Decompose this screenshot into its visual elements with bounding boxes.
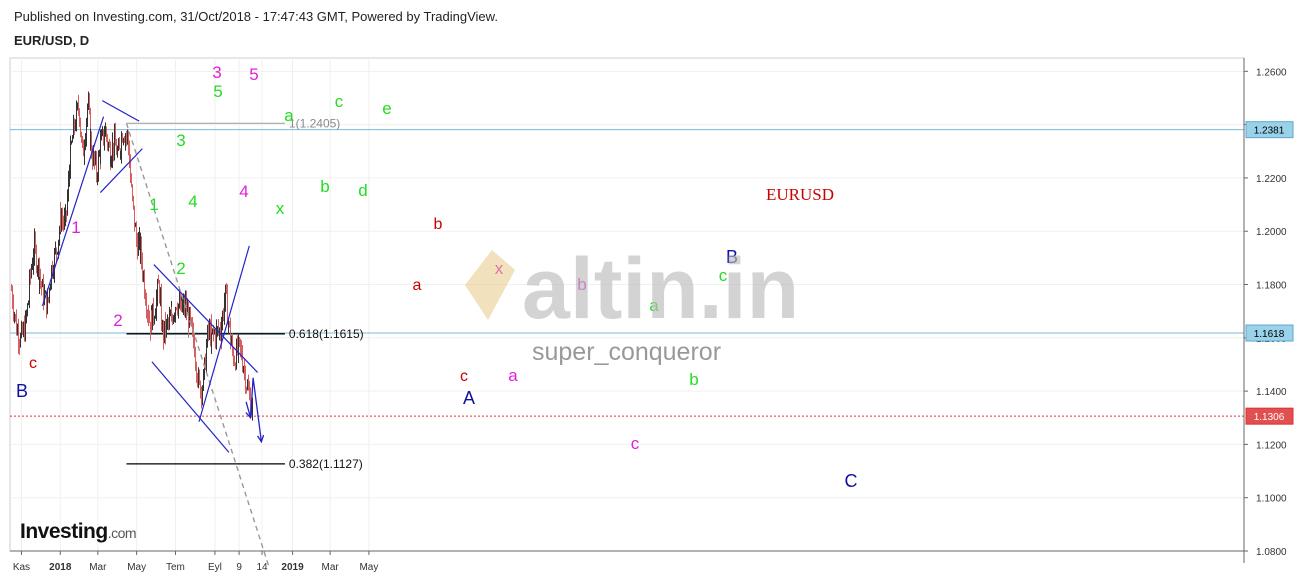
- trend-line: [41, 116, 105, 307]
- wave-label: c: [335, 92, 344, 111]
- drawings: [41, 100, 270, 568]
- x-tick-label: Eyl: [208, 562, 222, 573]
- logo-brand: Investing: [20, 520, 108, 543]
- x-tick-label: Mar: [321, 562, 339, 573]
- trend-line: [153, 264, 258, 373]
- price-badge-label: 1.1618: [1254, 329, 1285, 340]
- symbol-title: EUR/USD, D: [14, 33, 90, 48]
- price-badge: [1245, 324, 1294, 342]
- x-tick-label: Tem: [166, 562, 185, 573]
- price-badge: [1245, 407, 1294, 425]
- wave-label: d: [358, 181, 367, 200]
- wave-label: x: [276, 199, 285, 218]
- wave-label: 1: [149, 195, 158, 214]
- wave-label: b: [434, 216, 443, 233]
- wave-label: c: [29, 355, 37, 372]
- wave-label: 4: [239, 182, 248, 201]
- wave-label: b: [689, 370, 698, 389]
- x-tick-label: 14: [256, 562, 268, 573]
- chart-title: EURUSD: [766, 185, 834, 204]
- x-tick-label: 2018: [49, 562, 72, 573]
- wave-label: b: [320, 177, 329, 196]
- wave-label: 2: [176, 259, 185, 278]
- wave-label: a: [649, 296, 659, 315]
- price-badge: [1245, 121, 1294, 139]
- wave-label: 2: [113, 311, 122, 330]
- y-tick-label: 1.0800: [1256, 547, 1287, 558]
- wave-label: B: [726, 247, 738, 267]
- wave-label: c: [460, 368, 468, 385]
- price-badge-label: 1.1306: [1254, 412, 1285, 423]
- x-tick-label: May: [127, 562, 146, 573]
- wave-label: e: [382, 99, 391, 118]
- projection-arrowhead: [257, 434, 265, 444]
- wave-label: 3: [176, 131, 185, 150]
- wave-label: 5: [249, 65, 258, 84]
- watermark-text: altin.in: [522, 241, 799, 330]
- fib-label: 0.382(1.1127): [289, 457, 363, 471]
- wave-label: C: [845, 471, 858, 491]
- trend-line: [198, 245, 250, 422]
- projection-path: [245, 377, 263, 442]
- x-tick-label: Mar: [89, 562, 107, 573]
- wave-label: c: [631, 434, 640, 453]
- wave-label: a: [508, 366, 518, 385]
- trend-line: [99, 148, 143, 193]
- wave-label: b: [577, 275, 586, 294]
- y-tick-label: 1.2600: [1256, 67, 1287, 78]
- trend-line: [101, 100, 140, 122]
- wave-label: 1: [71, 218, 80, 237]
- ohlc-bars: [11, 91, 253, 421]
- published-header: Published on Investing.com, 31/Oct/2018 …: [14, 9, 498, 24]
- wave-label: a: [284, 106, 294, 125]
- price-badge-label: 1.2381: [1254, 126, 1285, 137]
- x-tick-label: Kas: [13, 562, 30, 573]
- altin-watermark-logo: altin.in: [465, 241, 799, 330]
- wave-label: 5: [213, 82, 222, 101]
- wave-label: B: [16, 381, 28, 401]
- y-tick-label: 1.1800: [1256, 281, 1287, 292]
- watermark-username: super_conqueror: [532, 338, 722, 366]
- fib-label: 0.618(1.1615): [289, 327, 364, 341]
- wave-label: c: [719, 266, 728, 285]
- y-tick-label: 1.1000: [1256, 494, 1287, 505]
- wave-label: 3: [212, 63, 221, 82]
- logo-domain: .com: [107, 525, 137, 541]
- fib-fan-line: [125, 123, 270, 568]
- wave-label: a: [413, 277, 422, 294]
- y-tick-label: 1.2000: [1256, 227, 1287, 238]
- x-tick-label: 9: [236, 562, 242, 573]
- projection-arrowhead: [245, 410, 253, 420]
- x-tick-label: 2019: [281, 562, 304, 573]
- y-tick-label: 1.1400: [1256, 387, 1287, 398]
- trend-line: [151, 361, 230, 453]
- y-tick-label: 1.2200: [1256, 174, 1287, 185]
- investing-logo[interactable]: Investing.com: [20, 520, 137, 544]
- wave-label: A: [463, 388, 475, 408]
- x-tick-label: May: [359, 562, 378, 573]
- fib-label: 1(1.2405): [289, 116, 340, 130]
- y-tick-label: 1.1200: [1256, 440, 1287, 451]
- axes: 1.08001.10001.12001.14001.16001.18001.20…: [10, 58, 1294, 573]
- wave-label: 4: [188, 192, 197, 211]
